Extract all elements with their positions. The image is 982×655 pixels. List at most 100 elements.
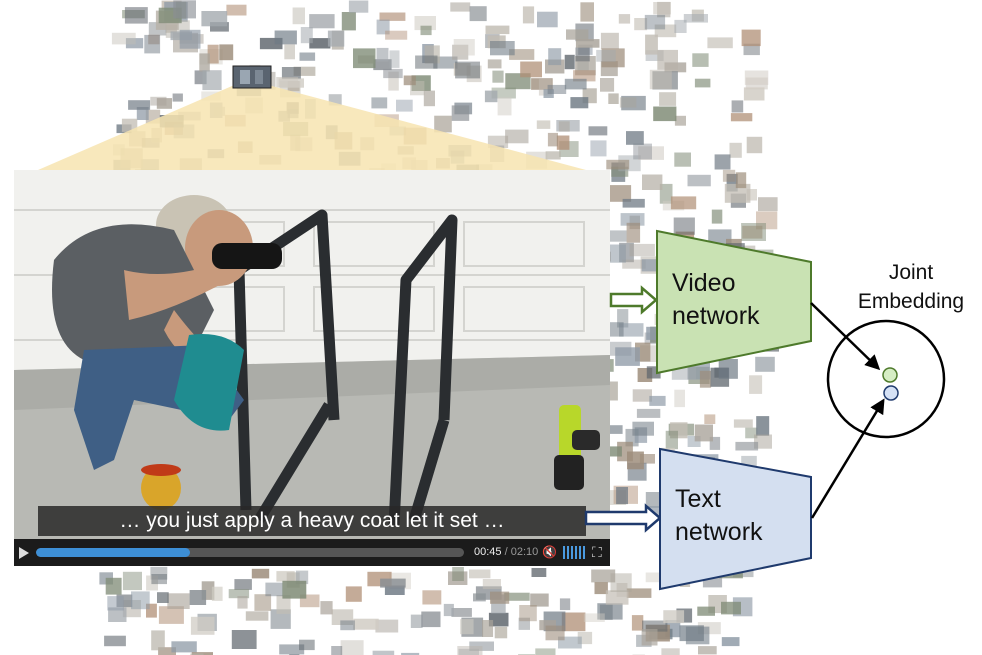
zoom-wedge [38, 86, 586, 170]
collage-thumbnail [420, 25, 432, 36]
collage-thumbnail [379, 12, 406, 21]
collage-thumbnail [274, 30, 297, 45]
collage-thumbnail [211, 586, 223, 601]
collage-thumbnail [284, 44, 295, 60]
collage-thumbnail [629, 243, 655, 257]
collage-thumbnail [735, 441, 759, 451]
collage-thumbnail [345, 586, 362, 602]
collage-thumbnail [694, 78, 711, 88]
collage-thumbnail [375, 619, 399, 633]
time-separator: / [504, 546, 508, 558]
collage-thumbnail [642, 174, 663, 190]
collage-thumbnail [376, 47, 389, 62]
collage-thumbnail [619, 323, 644, 337]
collage-thumbnail [519, 605, 537, 622]
joint-embedding-label-line2: Embedding [857, 290, 965, 313]
collage-thumbnail [721, 601, 741, 615]
collage-thumbnail [742, 225, 763, 239]
collage-thumbnail [735, 172, 747, 189]
collage-thumbnail [663, 610, 685, 624]
collage-thumbnail [602, 425, 623, 434]
collage-thumbnail [692, 53, 709, 67]
collage-thumbnail [649, 69, 672, 90]
collage-thumbnail [452, 44, 469, 60]
collage-thumbnail [278, 78, 304, 88]
collage-thumbnail [588, 126, 608, 136]
volume-level-bars[interactable] [563, 546, 585, 559]
collage-thumbnail [626, 222, 641, 243]
video-controls: 00:45 / 02:10 🔇 ⛶ [14, 539, 610, 566]
collage-thumbnail [639, 454, 655, 464]
text-network-label-line1: Text [675, 485, 721, 513]
collage-thumbnail [636, 408, 661, 418]
collage-thumbnail [488, 612, 509, 627]
collage-thumbnail [559, 598, 571, 611]
collage-thumbnail [596, 49, 616, 62]
collage-thumbnail [434, 115, 452, 133]
collage-thumbnail [179, 29, 201, 49]
collage-thumbnail [564, 54, 575, 70]
collage-thumbnail [531, 568, 547, 577]
video-network-label-line2: network [672, 302, 760, 330]
collage-thumbnail [626, 588, 652, 598]
collage-thumbnail [522, 6, 535, 24]
collage-thumbnail [372, 650, 395, 655]
collage-thumbnail [295, 570, 309, 585]
collage-thumbnail [292, 7, 305, 25]
collage-thumbnail [276, 595, 291, 614]
video-network-label: Video network [672, 267, 760, 333]
collage-thumbnail [730, 113, 753, 122]
video-frame[interactable]: … you just apply a heavy coat let it set… [14, 170, 610, 566]
collage-thumbnail [460, 619, 474, 635]
collage-thumbnail [722, 169, 736, 182]
collage-thumbnail [482, 620, 494, 637]
play-icon[interactable] [19, 547, 29, 559]
collage-thumbnail [548, 48, 562, 66]
collage-thumbnail [726, 173, 738, 192]
progress-bar[interactable] [36, 548, 464, 557]
collage-thumbnail [146, 603, 157, 618]
collage-thumbnail [615, 347, 640, 366]
collage-thumbnail [756, 211, 778, 230]
collage-thumbnail [619, 97, 637, 108]
collage-thumbnail [458, 648, 479, 655]
collage-thumbnail [443, 603, 454, 617]
mute-icon[interactable]: 🔇 [542, 545, 557, 559]
collage-thumbnail [743, 87, 765, 101]
collage-thumbnail [403, 75, 416, 86]
collage-thumbnail [228, 589, 250, 599]
collage-thumbnail [704, 414, 716, 424]
collage-thumbnail [270, 609, 291, 629]
collage-thumbnail [491, 87, 516, 99]
collage-thumbnail [617, 309, 629, 328]
collage-thumbnail [536, 120, 551, 129]
collage-thumbnail [622, 198, 645, 208]
collage-thumbnail [190, 653, 204, 655]
collage-thumbnail [201, 11, 228, 27]
collage-thumbnail [645, 50, 664, 61]
collage-thumbnail [530, 593, 549, 607]
collage-thumbnail [754, 434, 772, 449]
collage-thumbnail [237, 596, 248, 609]
collage-thumbnail [653, 106, 677, 122]
collage-thumbnail [396, 99, 413, 112]
collage-thumbnail [341, 12, 356, 31]
text-network-label-line2: network [675, 518, 763, 546]
collage-thumbnail [190, 616, 215, 635]
collage-thumbnail [755, 356, 775, 372]
collage-thumbnail [202, 70, 222, 91]
collage-thumbnail [611, 166, 629, 177]
collage-thumbnail [665, 430, 678, 450]
collage-thumbnail [674, 152, 691, 167]
collage-thumbnail [718, 359, 738, 379]
collage-thumbnail [469, 6, 487, 22]
collage-thumbnail [469, 641, 494, 651]
collage-thumbnail [698, 646, 717, 655]
progress-fill [36, 548, 191, 557]
collage-thumbnail [741, 29, 761, 47]
fullscreen-icon[interactable]: ⛶ [592, 544, 602, 560]
collage-thumbnail [259, 37, 283, 50]
collage-thumbnail [634, 18, 648, 31]
collage-thumbnail [575, 47, 590, 62]
collage-thumbnail [670, 196, 697, 210]
